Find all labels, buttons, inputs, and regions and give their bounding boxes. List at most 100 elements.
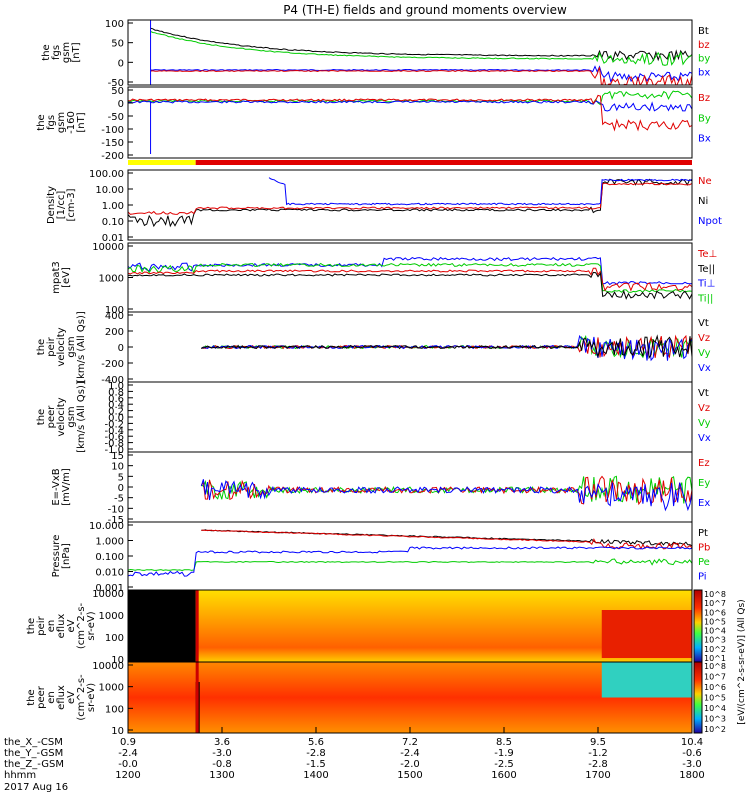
ytick-label: 1.00 [102, 201, 124, 212]
xaxis-row-label: hhmm [4, 770, 36, 781]
ytick-label: 10 [111, 726, 124, 737]
ylabel-line: velocity [56, 327, 67, 366]
ylabel-line: fgs [46, 115, 57, 130]
ylabel-line: peir [46, 336, 57, 356]
ytick-label: 10000 [92, 589, 124, 600]
ytick-label: 0.2 [108, 407, 124, 418]
ylabel-line: gsm [66, 406, 77, 427]
ylabel-line: en [46, 620, 57, 633]
spectrogram-nodata [128, 590, 196, 662]
colorbar-tick: 10^4 [704, 627, 726, 636]
ytick-label: 100 [105, 704, 124, 715]
colorbar-tick: 10^1 [704, 654, 726, 663]
legend-entry: Pi [698, 572, 707, 583]
ylabel-line: (cm^2-s- [76, 674, 87, 721]
ytick-label: 50 [111, 86, 124, 97]
ytick-label: -200 [101, 151, 124, 162]
xaxis-value: -0.6 [682, 748, 702, 759]
ylabel-line: sr-eV) [86, 611, 97, 640]
legend-entry: Vx [698, 363, 711, 374]
ytick-label: 0.4 [108, 400, 124, 411]
plot-title: P4 (TH-E) fields and ground moments over… [283, 3, 567, 17]
spectrogram-fill [128, 662, 692, 733]
panel-ylabel: E=-VxB [mV/m] [51, 468, 72, 506]
xaxis-value: 1800 [679, 770, 704, 781]
ylabel-line: gsm [56, 112, 67, 133]
colorbar: 10^810^710^610^510^410^310^210^110^810^7… [693, 589, 747, 734]
panel-ylabel: the fgs gsm -160 [nT] [36, 111, 87, 134]
panel-peer-velocity: the peer velocity gsm [km/s (All Qs)] 1.00.80… [36, 381, 711, 456]
xaxis-value: 5.6 [308, 737, 324, 748]
panel-plot-area [128, 90, 692, 154]
panel-ylabel: Pressure [nPa] [51, 535, 72, 578]
ytick-label: 100.00 [89, 169, 124, 180]
series-Ne [128, 182, 692, 215]
series-Ti-perp [128, 256, 692, 286]
colorbar-tick: 10^8 [704, 590, 726, 599]
xaxis-value: 1400 [303, 770, 328, 781]
legend-entry: Vz [698, 333, 710, 344]
ytick-label: 100 [105, 633, 124, 644]
colorbar-tick: 10^3 [704, 715, 726, 724]
panel-legend: Ez Ey Ex [698, 458, 710, 509]
xaxis-value: -1.9 [494, 748, 514, 759]
panel-frame [127, 19, 693, 86]
legend-entry: Vy [698, 348, 711, 359]
ylabel-line: the [26, 689, 37, 705]
ytick-label: 0.10 [102, 217, 124, 228]
xaxis-value: -3.0 [212, 748, 232, 759]
colorbar-tick: 10^3 [704, 636, 726, 645]
ytick-label: 0.01 [102, 233, 124, 244]
ytick-label: 10000 [92, 661, 124, 672]
legend-entry: Ez [698, 458, 710, 469]
xaxis-value: 1600 [491, 770, 516, 781]
ytick-label: -0.2 [104, 419, 124, 430]
ylabel-line: gsm [61, 42, 72, 63]
series-Te-perp [128, 267, 692, 292]
colorbar-label: [eV/(cm^2-s-sr-eV)] (All Qs) [737, 599, 747, 724]
ytick-label: 10.00 [95, 185, 124, 196]
xaxis-value: -3.0 [682, 759, 702, 770]
panel-plot-area [128, 256, 692, 300]
xaxis-value: 1700 [585, 770, 610, 781]
panel-legend: Vt Vz Vy Vx [698, 388, 711, 444]
ytick-label: -1.0 [104, 445, 124, 456]
panel-fgs-gsm: the fgs gsm [nT] 100 50 0 -50 Bt bz by bx [41, 19, 710, 89]
legend-entry: Ne [698, 176, 712, 187]
colorbar-tick: 10^5 [704, 694, 726, 703]
panel-peer-spec: the peer en eflux eV (cm^2-s-sr-eV)1000010001… [26, 661, 693, 737]
ytick-label: 0 [118, 343, 124, 354]
ylabel-line: peer [36, 685, 47, 709]
ylabel-line: [eV] [61, 267, 72, 288]
series-Te-par [128, 271, 692, 300]
legend-entry: Ni [698, 196, 708, 207]
panel-plot-area [201, 334, 692, 362]
ytick-label: 5 [118, 472, 124, 483]
legend-entry: Vt [698, 388, 709, 399]
panel-yticks: 100 50 0 -50 [105, 19, 133, 89]
ytick-label: -50 [108, 78, 124, 89]
series-bx [150, 65, 692, 84]
ytick-label: -150 [101, 138, 124, 149]
series-Pi [128, 546, 692, 577]
colorbar-tick: 10^7 [704, 673, 726, 682]
ylabel-line: [nT] [76, 112, 87, 132]
panel-legend: Bt bz by bx [698, 26, 710, 78]
series-Ti-par [128, 262, 692, 293]
legend-entry: Vt [698, 318, 709, 329]
series-velocity-red [201, 334, 692, 359]
ylabel-line: [km/s (All Qs)] [76, 311, 87, 383]
xaxis-value: 1500 [397, 770, 422, 781]
panel-ylabel: mpat3 [eV] [51, 261, 72, 294]
panel-legend: Ne Ni Npot [698, 176, 722, 227]
series-by [150, 30, 692, 66]
ylabel-line: the [36, 409, 47, 425]
ylabel-line: (cm^2-s- [76, 602, 87, 649]
panel-ylabel: the peir velocity gsm [km/s (All Qs)] [36, 311, 87, 383]
ytick-label: 100 [105, 19, 124, 30]
ylabel-line: [mV/m] [61, 468, 72, 506]
ytick-label: -15 [108, 515, 124, 526]
ylabel-line: Density [46, 186, 57, 224]
panel-legend: Bz By Bx [698, 93, 711, 145]
ytick-label: 0.8 [108, 387, 124, 398]
